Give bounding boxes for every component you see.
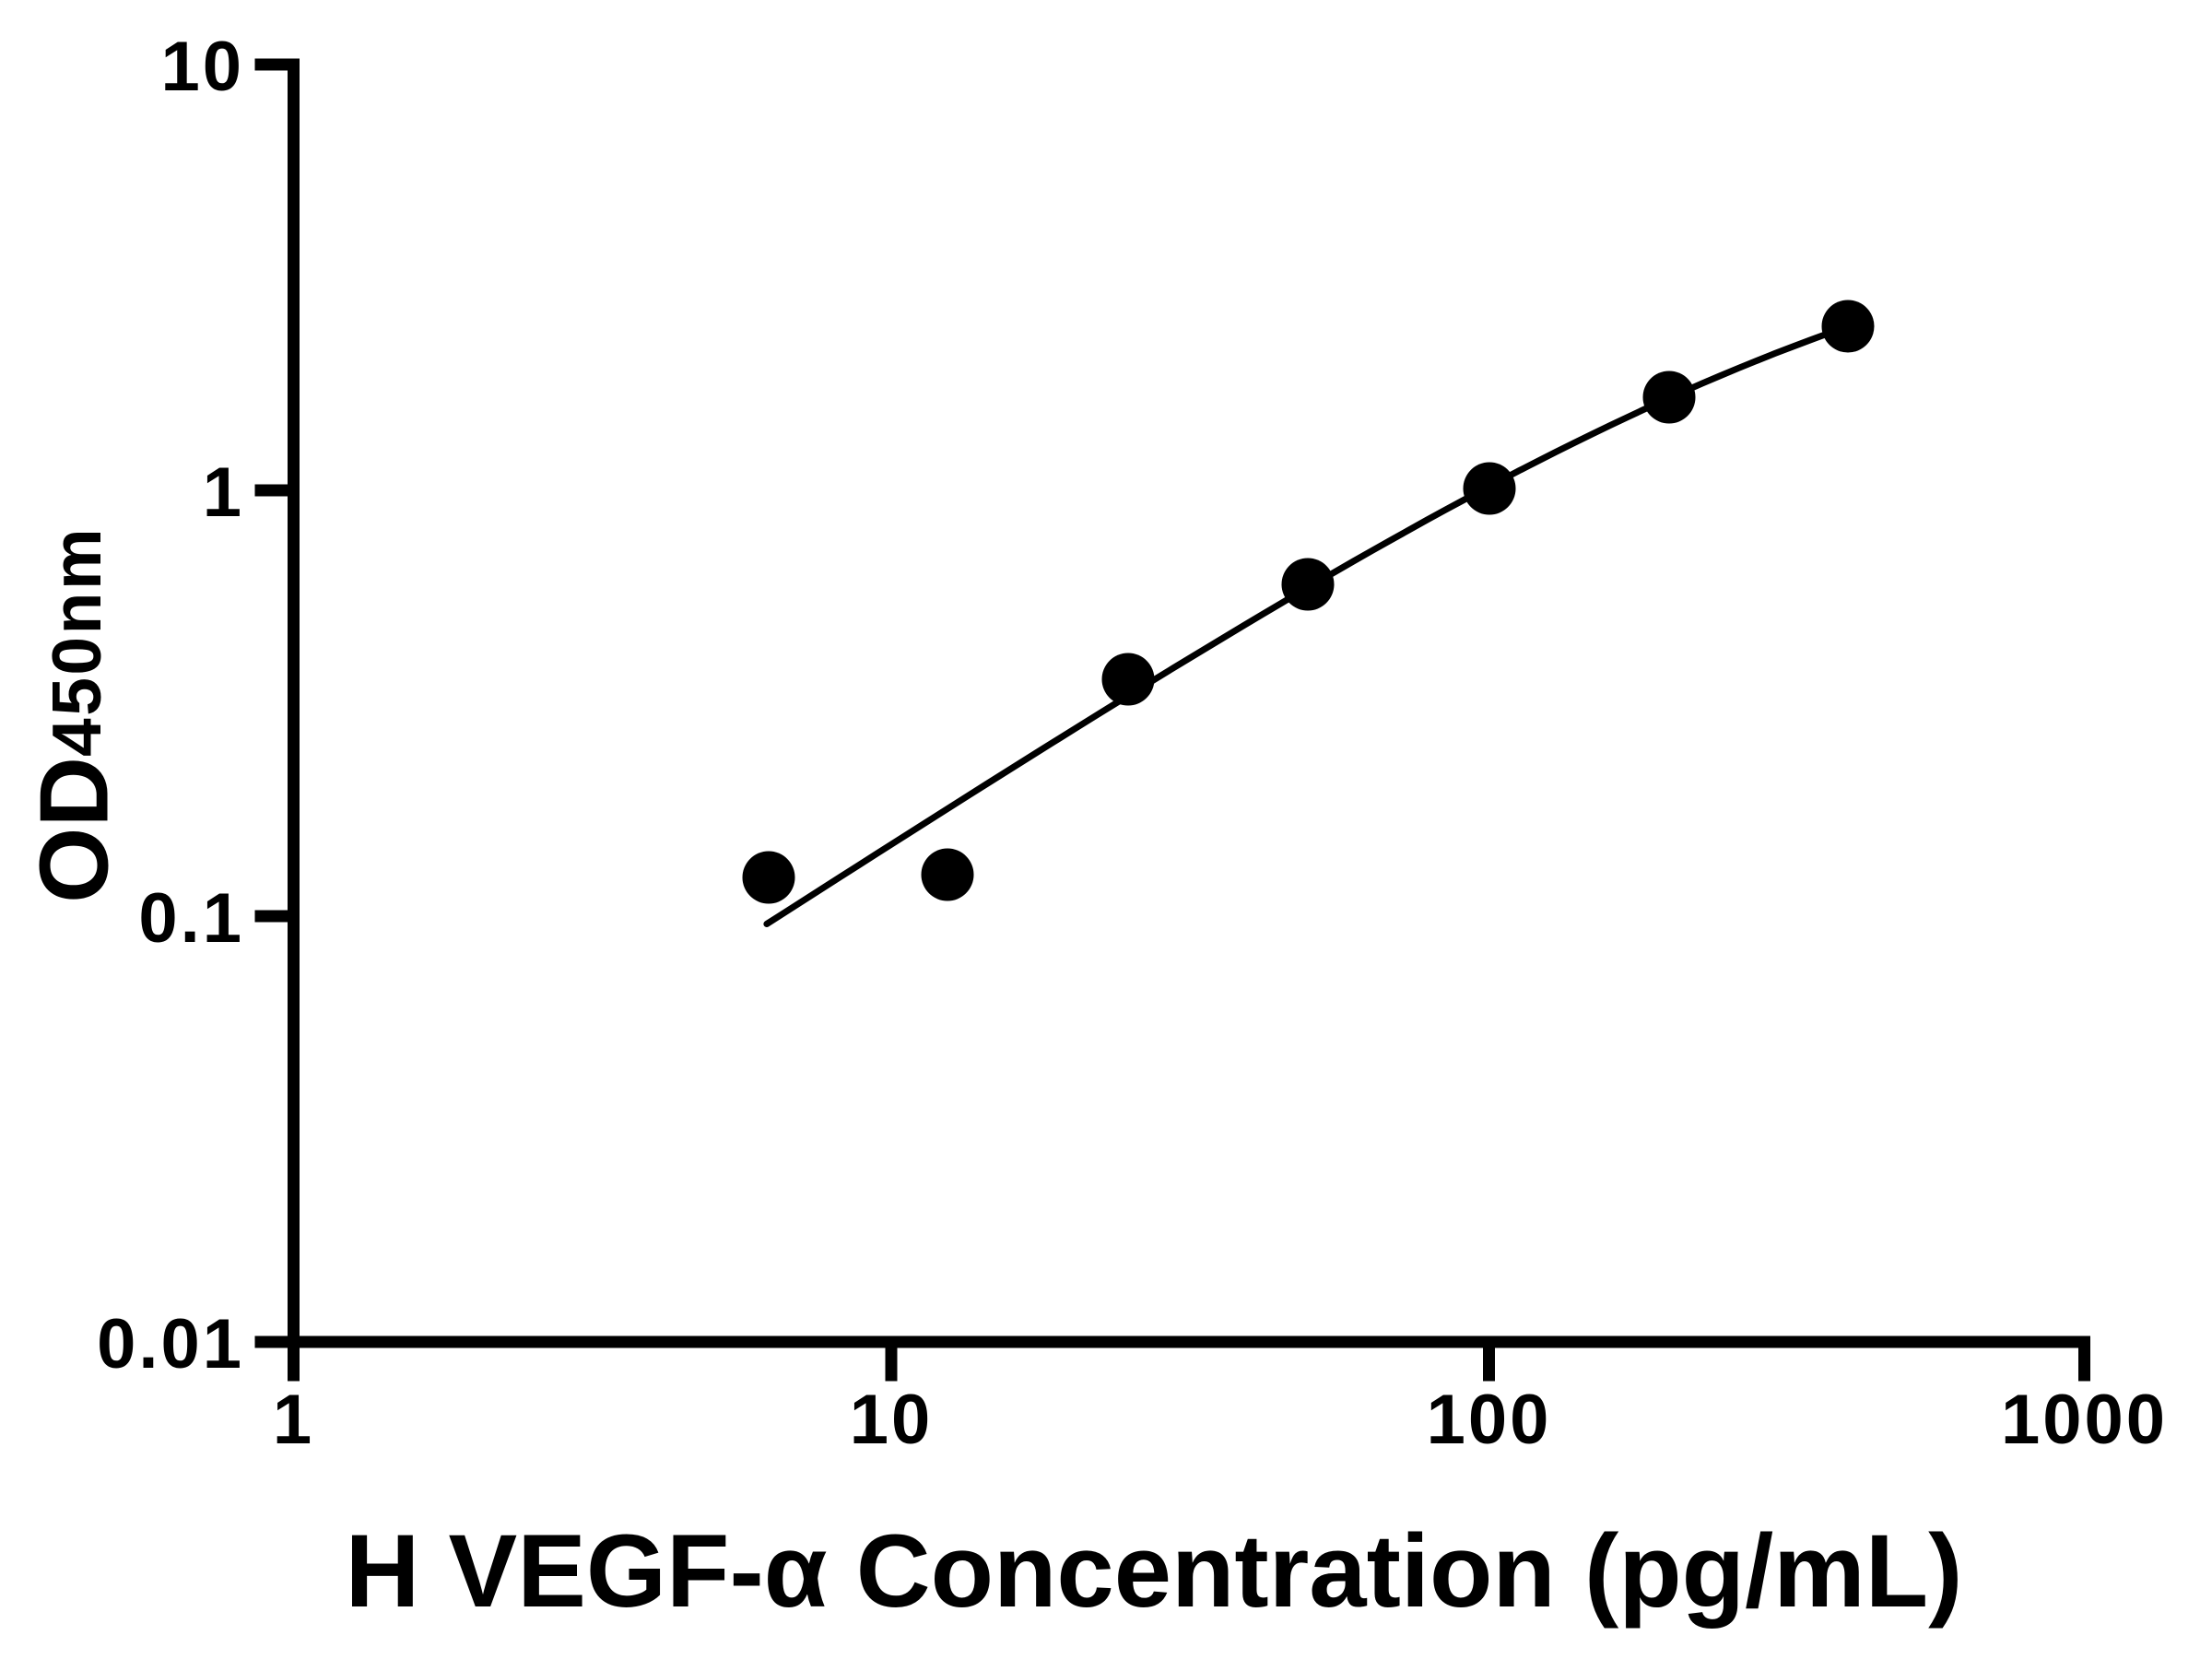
svg-text:OD450nm: OD450nm (20, 526, 129, 903)
svg-text:1000: 1000 (2001, 1381, 2168, 1459)
svg-text:1: 1 (203, 453, 244, 532)
svg-text:H VEGF-α Concentration (pg/mL): H VEGF-α Concentration (pg/mL) (346, 1513, 1963, 1629)
svg-text:100: 100 (1427, 1381, 1552, 1459)
svg-text:0.01: 0.01 (97, 1305, 244, 1383)
svg-text:10: 10 (850, 1381, 934, 1459)
svg-text:1: 1 (273, 1381, 314, 1459)
svg-text:0.1: 0.1 (138, 879, 244, 958)
svg-text:10: 10 (160, 28, 244, 106)
